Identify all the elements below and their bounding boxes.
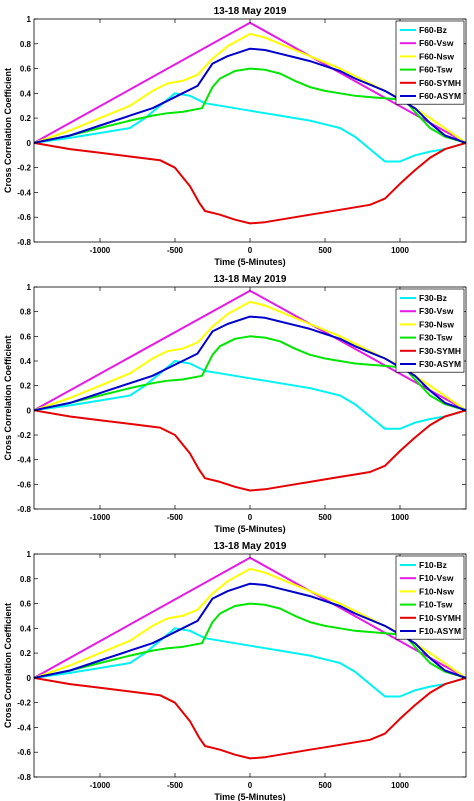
y-tick-label: 0.4	[20, 89, 32, 98]
series-line-f10-bz	[33, 627, 467, 698]
x-tick-label: -500	[167, 781, 184, 790]
x-tick-label: -500	[167, 513, 184, 522]
series-line-f30-nsw	[33, 300, 467, 412]
y-tick-label: 0	[27, 406, 32, 415]
y-tick-label: -0.8	[17, 505, 31, 514]
plot-area	[34, 19, 466, 242]
legend-entry: F10-Tsw	[419, 600, 453, 610]
legend-entry: F60-Tsw	[419, 65, 453, 75]
x-tick-label: 0	[248, 781, 253, 790]
y-tick-label: -0.2	[17, 164, 31, 173]
legend-box	[395, 20, 465, 105]
legend-entry: F30-ASYM	[419, 359, 461, 369]
y-tick-label: -0.8	[17, 238, 31, 247]
legend-box	[395, 555, 465, 640]
y-tick-label: 0.4	[20, 624, 32, 633]
chart-title: 13-18 May 2019	[214, 541, 287, 552]
y-tick-label: -0.2	[17, 699, 31, 708]
x-tick-label: -1000	[90, 781, 111, 790]
chart-panel-3: -0.8 -0.6 -0.4 -0.2 0 0.2 0.4 0.6 0.8 1 -1000 -500 0…	[3, 541, 467, 801]
y-axis-label: Cross Correlation Coefficient	[3, 603, 13, 728]
x-axis-label: Time (5-Minutes)	[214, 792, 285, 801]
y-tick-label: 0	[27, 139, 32, 148]
legend-entry: F10-ASYM	[419, 626, 461, 636]
legend-entry: F10-Nsw	[419, 586, 454, 596]
series-line-f60-nsw	[33, 32, 467, 144]
series-line-f10-symh	[33, 676, 467, 760]
legend-entry: F30-SYMH	[419, 346, 461, 356]
legend: F10-Bz F10-Vsw F10-Nsw F10-Tsw F10-SYMH F10-A…	[395, 555, 465, 640]
legend-entry: F60-ASYM	[419, 91, 461, 101]
x-tick-label: -1000	[90, 246, 111, 255]
x-tick-label: 1000	[391, 513, 409, 522]
y-tick-label: 0.2	[20, 649, 32, 658]
legend-entry: F60-Vsw	[419, 38, 454, 48]
legend-entry: F30-Nsw	[419, 319, 454, 329]
legend-entry: F10-SYMH	[419, 613, 461, 623]
y-axis-label: Cross Correlation Coefficient	[3, 335, 13, 460]
y-tick-label: 0.4	[20, 357, 32, 366]
y-tick-label: -0.4	[17, 723, 31, 732]
y-tick-label: 1	[27, 15, 32, 24]
x-tick-label: 0	[248, 513, 253, 522]
y-tick-label: 1	[27, 550, 32, 559]
x-tick-label: 500	[318, 246, 332, 255]
x-tick-label: -500	[167, 246, 184, 255]
y-tick-label: -0.4	[17, 456, 31, 465]
legend-entry: F10-Bz	[419, 560, 447, 570]
legend-box	[395, 288, 465, 373]
series-line-f30-bz	[33, 360, 467, 430]
x-axis-label: Time (5-Minutes)	[214, 257, 285, 267]
y-tick-label: -0.6	[17, 480, 31, 489]
y-tick-label: -0.8	[17, 773, 31, 782]
chart-title: 13-18 May 2019	[214, 6, 287, 17]
y-axis-label: Cross Correlation Coefficient	[3, 68, 13, 193]
y-tick-label: 0.6	[20, 65, 32, 74]
x-tick-label: 1000	[391, 781, 409, 790]
y-tick-label: -0.4	[17, 188, 31, 197]
chart-panel-2: -0.8 -0.6 -0.4 -0.2 0 0.2 0.4 0.6 0.8 1 -1000 -500 0…	[3, 274, 467, 534]
series-line-f30-symh	[33, 409, 467, 492]
legend: F30-Bz F30-Vsw F30-Nsw F30-Tsw F30-SYMH F30-A…	[395, 288, 465, 373]
y-tick-label: -0.6	[17, 213, 31, 222]
legend: F60-Bz F60-Vsw F60-Nsw F60-Tsw F60-SYMH F60-A…	[395, 20, 465, 105]
y-tick-label: 0.2	[20, 382, 32, 391]
y-tick-label: -0.2	[17, 431, 31, 440]
legend-entry: F60-Nsw	[419, 51, 454, 61]
plot-area	[34, 554, 466, 777]
y-tick-label: 1	[27, 283, 32, 292]
x-axis-label: Time (5-Minutes)	[214, 524, 285, 534]
x-tick-label: 0	[248, 246, 253, 255]
y-tick-label: -0.6	[17, 748, 31, 757]
y-tick-label: 0	[27, 674, 32, 683]
legend-entry: F60-SYMH	[419, 78, 461, 88]
y-tick-label: 0.6	[20, 332, 32, 341]
x-tick-label: 1000	[391, 246, 409, 255]
legend-entry: F10-Vsw	[419, 573, 454, 583]
legend-entry: F60-Bz	[419, 25, 447, 35]
x-tick-label: 500	[318, 513, 332, 522]
legend-entry: F30-Tsw	[419, 333, 453, 343]
y-tick-label: 0.6	[20, 600, 32, 609]
chart-title: 13-18 May 2019	[214, 274, 287, 285]
legend-entry: F30-Vsw	[419, 306, 454, 316]
plot-area	[34, 287, 466, 509]
x-tick-label: 500	[318, 781, 332, 790]
series-line-f10-nsw	[33, 567, 467, 679]
chart-panel-1: -0.8 -0.6 -0.4 -0.2 0 0.2 0.4 0.6 0.8 1 -1000 -500 0…	[3, 6, 467, 267]
legend-entry: F30-Bz	[419, 293, 447, 303]
y-tick-label: 0.8	[20, 308, 32, 317]
y-tick-label: 0.2	[20, 114, 32, 123]
y-tick-label: 0.8	[20, 40, 32, 49]
series-line-f60-bz	[33, 92, 467, 163]
x-tick-label: -1000	[90, 513, 111, 522]
y-tick-label: 0.8	[20, 575, 32, 584]
series-line-f60-symh	[33, 141, 467, 225]
